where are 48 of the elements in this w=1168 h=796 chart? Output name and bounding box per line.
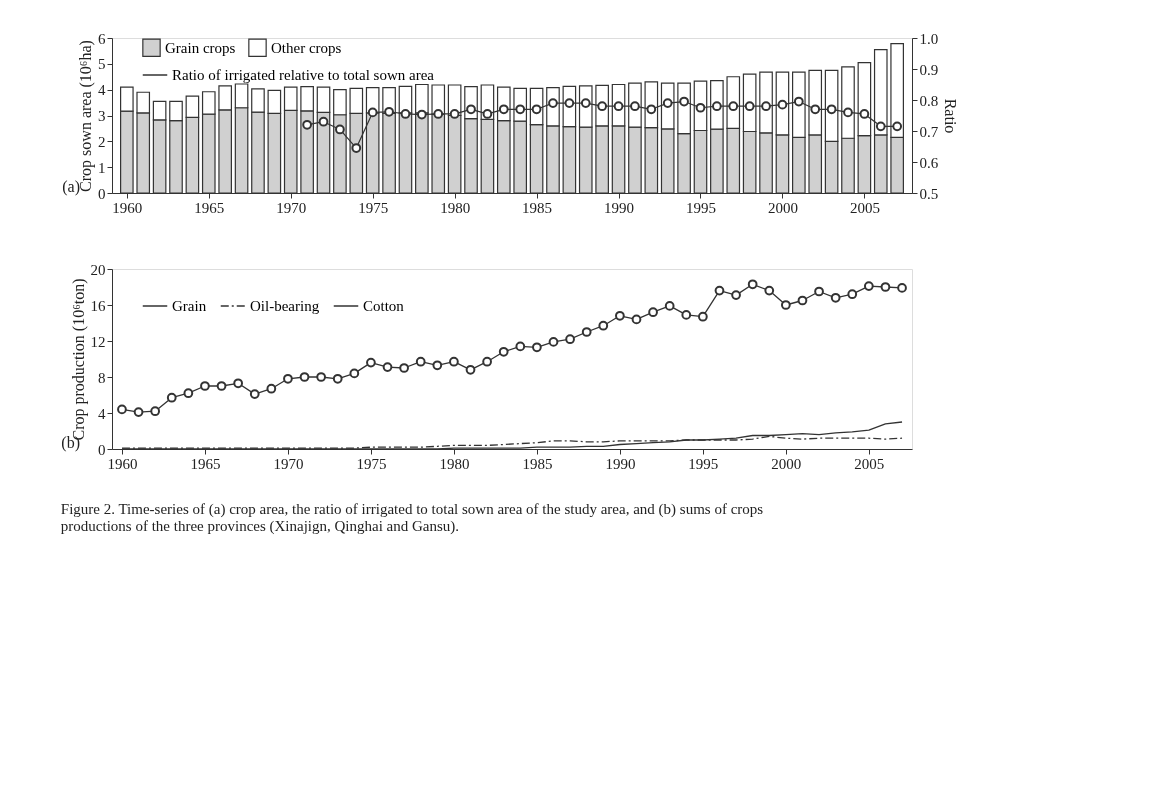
y-tick-label: 4 bbox=[98, 82, 106, 99]
legend-label: Other crops bbox=[271, 39, 342, 56]
x-tick-label: 1980 bbox=[440, 199, 471, 216]
legend-label: Ratio of irrigated relative to total sown area bbox=[172, 67, 435, 83]
x-tick-label: 1985 bbox=[522, 455, 553, 472]
x-tick-label: 1975 bbox=[356, 455, 387, 472]
y2-tick-label: 1.0 bbox=[919, 30, 939, 47]
x-tick-label: 1990 bbox=[604, 199, 635, 216]
x-tick-label: 2005 bbox=[854, 455, 885, 472]
y-tick-label: 16 bbox=[90, 297, 106, 314]
legend-label: Oil-bearing bbox=[250, 298, 320, 314]
y-tick-label: 6 bbox=[98, 30, 106, 47]
y2-tick-label: 0.9 bbox=[919, 61, 939, 78]
legend-label: Grain bbox=[172, 298, 207, 314]
text: (a) bbox=[62, 178, 80, 196]
y2-tick-label: 0.6 bbox=[919, 154, 939, 171]
y2-tick-label: 0.7 bbox=[919, 123, 939, 140]
y2-tick-label: 0.8 bbox=[919, 92, 939, 109]
x-tick-label: 1970 bbox=[276, 199, 307, 216]
y-tick-label: 2 bbox=[98, 133, 106, 150]
x-tick-label: 1995 bbox=[685, 199, 716, 216]
y-tick-label: 1 bbox=[98, 159, 106, 176]
legend-label: Grain crops bbox=[165, 39, 236, 56]
y-tick-label: 4 bbox=[98, 405, 106, 422]
y-tick-label: 0 bbox=[98, 441, 106, 458]
x-tick-label: 1960 bbox=[112, 199, 143, 216]
x-tick-label: 2005 bbox=[849, 199, 880, 216]
x-tick-label: 1965 bbox=[194, 199, 225, 216]
y-tick-label: 3 bbox=[98, 108, 106, 124]
x-tick-label: 1980 bbox=[439, 455, 470, 472]
x-tick-label: 1985 bbox=[522, 199, 553, 216]
x-tick-label: 1960 bbox=[107, 455, 138, 472]
caption: Figure 2. Time-series of (a) crop area, the ratio of irrigated to total sown area of the study area, and (b) sums of crops productions of the three provinces (Xinajign, Qinghai and Gansu). bbox=[60, 500, 764, 535]
x-tick-label: 1975 bbox=[358, 199, 389, 216]
legend-label: Cotton bbox=[363, 298, 405, 314]
x-tick-label: 1990 bbox=[605, 455, 636, 472]
y-tick-label: 8 bbox=[98, 369, 106, 386]
y-tick-label: 12 bbox=[90, 333, 106, 350]
x-tick-label: 1970 bbox=[273, 455, 304, 472]
y-tick-label: 20 bbox=[90, 261, 106, 278]
y2-axis-title: Ratio bbox=[942, 98, 960, 134]
x-tick-label: 1995 bbox=[688, 455, 719, 472]
y2-tick-label: 0.5 bbox=[919, 185, 939, 202]
y-tick-label: 5 bbox=[98, 56, 106, 73]
x-tick-label: 2000 bbox=[767, 199, 798, 216]
y-tick-label: 0 bbox=[98, 185, 106, 202]
x-tick-label: 2000 bbox=[771, 455, 802, 472]
x-tick-label: 1965 bbox=[190, 455, 221, 472]
